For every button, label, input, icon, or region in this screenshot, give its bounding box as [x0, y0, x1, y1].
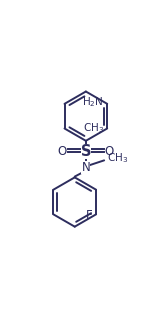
Text: O: O	[58, 146, 67, 158]
Text: CH$_3$: CH$_3$	[83, 122, 104, 135]
Text: H$_2$N: H$_2$N	[83, 95, 104, 109]
Text: N: N	[81, 161, 90, 174]
Text: O: O	[105, 146, 114, 158]
Text: F: F	[86, 209, 92, 222]
Text: S: S	[81, 145, 91, 159]
Text: CH$_3$: CH$_3$	[107, 152, 128, 165]
